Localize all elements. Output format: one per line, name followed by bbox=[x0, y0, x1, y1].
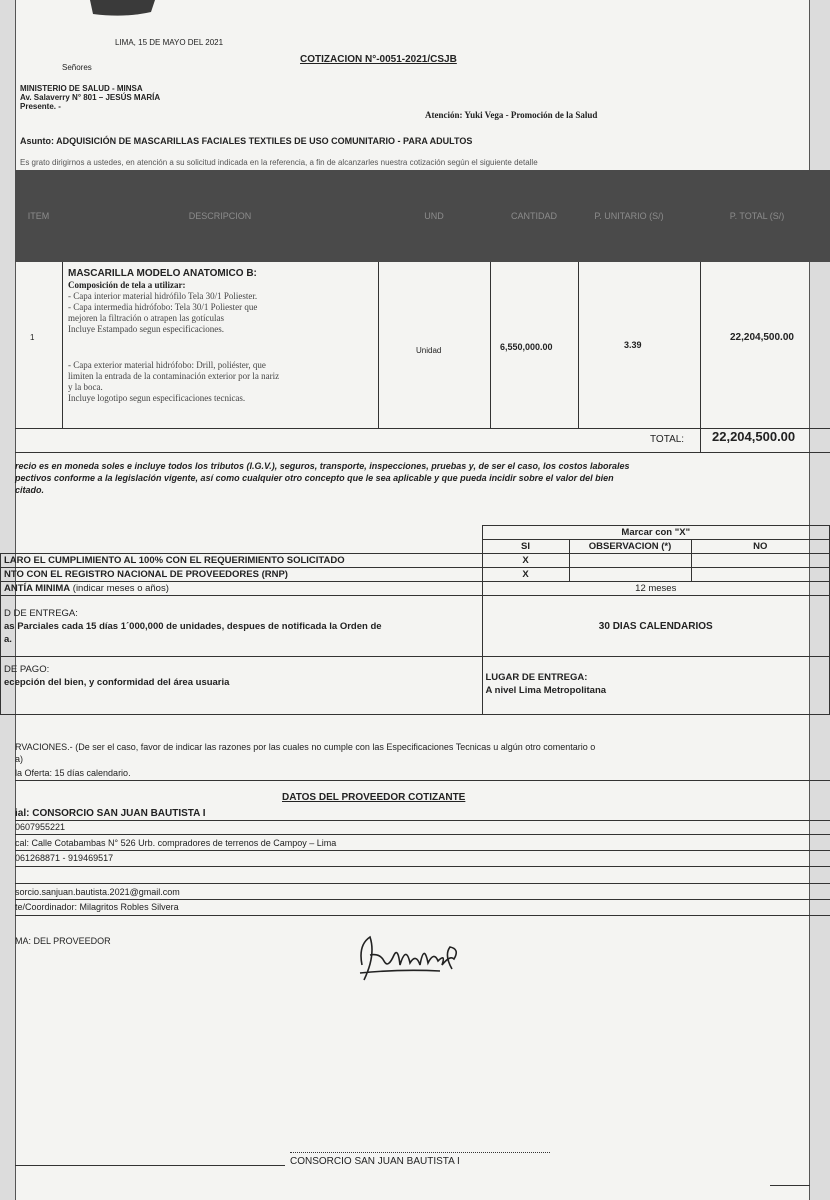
mark: X bbox=[481, 567, 570, 582]
rule bbox=[15, 850, 830, 851]
supplier-title: DATOS DEL PROVEEDOR COTIZANTE bbox=[282, 792, 466, 803]
price-note: pectivos conforme a la legislación vigen… bbox=[15, 473, 614, 483]
total-value: 22,204,500.00 bbox=[712, 429, 796, 444]
table-header-bg bbox=[15, 170, 830, 262]
signature-footer: CONSORCIO SAN JUAN BAUTISTA I bbox=[290, 1156, 460, 1167]
rule bbox=[15, 899, 830, 900]
supplier-address: cal: Calle Cotabambas N° 526 Urb. compra… bbox=[15, 838, 337, 848]
rule bbox=[15, 780, 830, 781]
column-header: UND bbox=[424, 210, 444, 221]
table-border bbox=[15, 428, 830, 429]
logo bbox=[90, 0, 155, 16]
rule bbox=[15, 883, 830, 884]
rule bbox=[15, 820, 830, 821]
addressee: Av. Salaverry N° 801 – JESÚS MARÍA bbox=[20, 93, 161, 102]
label: ANTÍA MINIMA bbox=[4, 583, 71, 594]
signature bbox=[359, 935, 458, 981]
rule bbox=[15, 915, 830, 916]
label: DE PAGO: bbox=[4, 664, 50, 675]
text: ecepción del bien, y conformidad del áre… bbox=[4, 677, 230, 688]
text: as Parciales cada 15 días 1´000,000 de u… bbox=[4, 620, 382, 632]
label: LUGAR DE ENTREGA: bbox=[485, 672, 588, 683]
supplier-email: sorcio.sanjuan.bautista.2021@gmail.com bbox=[15, 887, 180, 897]
column-header: OBSERVACION (*) bbox=[568, 539, 692, 554]
column-header: SI bbox=[481, 539, 570, 554]
hint: (indicar meses o años) bbox=[72, 583, 169, 594]
description-line: limiten la entrada de la contaminación e… bbox=[68, 371, 280, 381]
condition-label: ANTÍA MINIMA (indicar meses o años) bbox=[0, 581, 483, 596]
mark-header: Marcar con "X" bbox=[481, 525, 830, 540]
table-border bbox=[490, 262, 491, 428]
column-header: P. TOTAL (S/) bbox=[729, 210, 785, 221]
doc-title: COTIZACION N°-0051-2021/CSJB bbox=[300, 54, 457, 65]
description-line: - Capa exterior material hidrófobo: Dril… bbox=[68, 360, 266, 370]
supplier-phones: 061268871 - 919469517 bbox=[15, 853, 114, 863]
description-line: - Capa interior material hidrófilo Tela … bbox=[68, 291, 258, 301]
rule bbox=[15, 866, 830, 867]
supplier-contact: te/Coordinador: Milagritos Robles Silver… bbox=[15, 902, 179, 912]
table-border bbox=[378, 262, 379, 428]
table-border bbox=[700, 262, 701, 452]
rule bbox=[770, 1185, 810, 1186]
text: a. bbox=[4, 633, 12, 645]
total-label: TOTAL: bbox=[650, 434, 685, 445]
text: A nivel Lima Metropolitana bbox=[485, 685, 607, 696]
condition-label: DE PAGO: ecepción del bien, y conformida… bbox=[0, 656, 483, 715]
validity: la Oferta: 15 días calendario. bbox=[15, 768, 131, 778]
addressee: MINISTERIO DE SALUD - MINSA bbox=[20, 84, 143, 93]
item-number: 1 bbox=[30, 333, 35, 342]
rule bbox=[15, 1165, 285, 1166]
observations: RVACIONES.- (De ser el caso, favor de in… bbox=[15, 742, 595, 752]
column-header: NO bbox=[690, 539, 830, 554]
mark: X bbox=[481, 553, 570, 568]
unit: Unidad bbox=[416, 346, 442, 355]
text: (De ser el caso, favor de indicar las ra… bbox=[75, 742, 596, 752]
label: D DE ENTREGA: bbox=[4, 607, 78, 619]
condition-label: D DE ENTREGA: as Parciales cada 15 días … bbox=[0, 595, 483, 657]
observations: a) bbox=[15, 754, 24, 764]
description-line: y la boca. bbox=[68, 382, 103, 392]
warranty-value: 12 meses bbox=[481, 581, 830, 596]
signature-line bbox=[290, 1152, 550, 1153]
condition-label: LARO EL CUMPLIMIENTO AL 100% CON EL REQU… bbox=[0, 553, 483, 568]
salutation: Señores bbox=[62, 63, 92, 72]
signature-label: MA: DEL PROVEEDOR bbox=[15, 936, 111, 946]
addressee: Presente. - bbox=[20, 102, 61, 111]
supplier-ruc: 0607955221 bbox=[15, 822, 66, 832]
rule bbox=[15, 834, 830, 835]
supplier-name: ial: CONSORCIO SAN JUAN BAUTISTA I bbox=[15, 808, 206, 819]
attention: Atención: Yuki Vega - Promoción de la Sa… bbox=[425, 110, 598, 120]
description-line: Incluye logotipo segun especificaciones … bbox=[68, 393, 246, 403]
quantity: 6,550,000.00 bbox=[500, 342, 553, 352]
price-note: recio es en moneda soles e incluye todos… bbox=[15, 461, 630, 471]
price-note: citado. bbox=[15, 485, 45, 495]
description-line: mejoren la filtración o atrapen las gotí… bbox=[68, 313, 224, 323]
unit-price: 3.39 bbox=[624, 340, 642, 350]
conditions-table: Marcar con "X" SI OBSERVACION (*) NO LAR… bbox=[0, 525, 830, 715]
table-border bbox=[578, 262, 579, 428]
column-header: P. UNITARIO (S/) bbox=[594, 210, 664, 221]
description-line: Incluye Estampado segun especificaciones… bbox=[68, 324, 224, 334]
description-line: - Capa intermedia hidrófobo: Tela 30/1 P… bbox=[68, 302, 258, 312]
subject: Asunto: ADQUISICIÓN DE MASCARILLAS FACIA… bbox=[20, 136, 473, 146]
place-cell: LUGAR DE ENTREGA: A nivel Lima Metropoli… bbox=[481, 656, 830, 715]
table-border bbox=[62, 262, 63, 428]
line-total: 22,204,500.00 bbox=[730, 332, 794, 343]
description-subtitle: Composición de tela a utilizar: bbox=[68, 280, 186, 290]
intro: Es grato dirigirnos a ustedes, en atenci… bbox=[20, 158, 538, 167]
table-border bbox=[15, 452, 830, 453]
column-header: DESCRIPCION bbox=[188, 210, 252, 221]
column-header: ITEM bbox=[27, 210, 50, 221]
delivery-value: 30 DIAS CALENDARIOS bbox=[481, 595, 830, 657]
column-header: CANTIDAD bbox=[510, 210, 557, 221]
date: LIMA, 15 DE MAYO DEL 2021 bbox=[115, 38, 224, 47]
description-title: MASCARILLA MODELO ANATOMICO B: bbox=[68, 268, 257, 279]
label: RVACIONES.- bbox=[15, 742, 73, 752]
condition-label: NTO CON EL REGISTRO NACIONAL DE PROVEEDO… bbox=[0, 567, 483, 582]
